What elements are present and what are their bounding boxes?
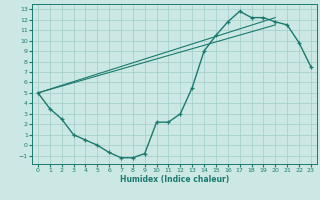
- X-axis label: Humidex (Indice chaleur): Humidex (Indice chaleur): [120, 175, 229, 184]
